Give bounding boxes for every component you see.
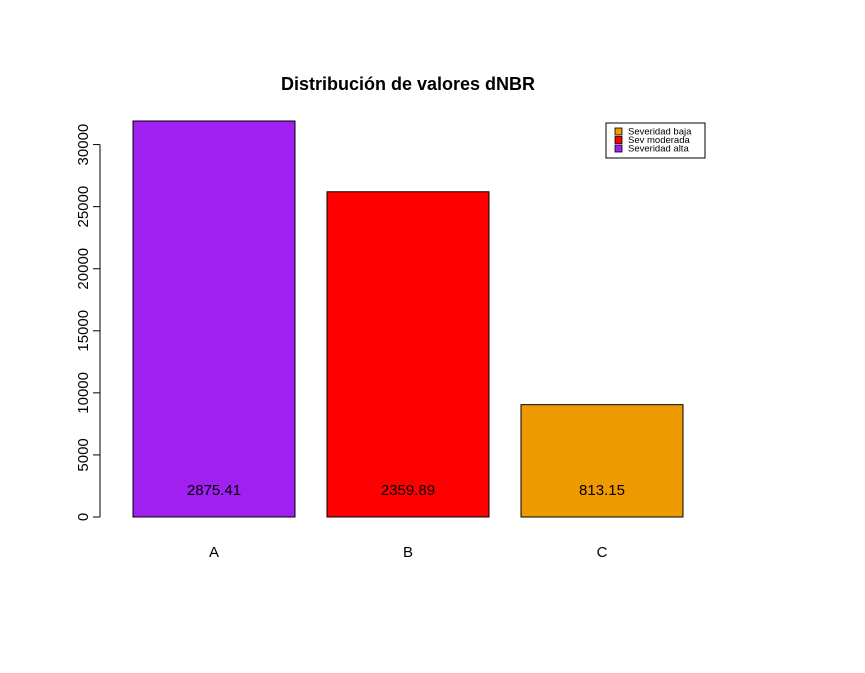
bar-c xyxy=(520,404,684,518)
category-label: B xyxy=(403,544,413,561)
legend-swatch xyxy=(614,136,623,144)
category-label: A xyxy=(209,544,219,561)
y-axis: 0 5000 10000 15000 20000 25000 30000 xyxy=(75,124,101,521)
bar-value-label: 2875.41 xyxy=(187,482,241,499)
y-tick-label: 25000 xyxy=(75,186,92,228)
y-tick-label: 10000 xyxy=(75,372,92,414)
legend-swatch xyxy=(614,144,623,153)
y-tick-label: 20000 xyxy=(75,248,92,290)
bar-a xyxy=(132,120,296,518)
bar-value-label: 2359.89 xyxy=(381,482,435,499)
y-tick-label: 0 xyxy=(75,513,92,521)
legend-entry-label: Severidad alta xyxy=(628,144,689,155)
bar-labels: 2875.41 2359.89 813.15 xyxy=(187,482,625,499)
legend-swatch xyxy=(614,127,623,136)
chart-title: Distribución de valores dNBR xyxy=(281,74,535,94)
y-tick-label: 30000 xyxy=(75,124,92,166)
category-labels: A B C xyxy=(209,544,608,561)
y-tick-label: 15000 xyxy=(75,310,92,352)
legend-box xyxy=(605,122,706,159)
legend-entry-label: Severidad baja xyxy=(628,127,692,138)
bars xyxy=(132,120,684,518)
bar-b xyxy=(326,191,490,518)
category-label: C xyxy=(597,544,608,561)
legend-entry-label: Sev moderada xyxy=(628,135,691,146)
bar-value-label: 813.15 xyxy=(579,482,625,499)
y-tick-label: 5000 xyxy=(75,438,92,471)
